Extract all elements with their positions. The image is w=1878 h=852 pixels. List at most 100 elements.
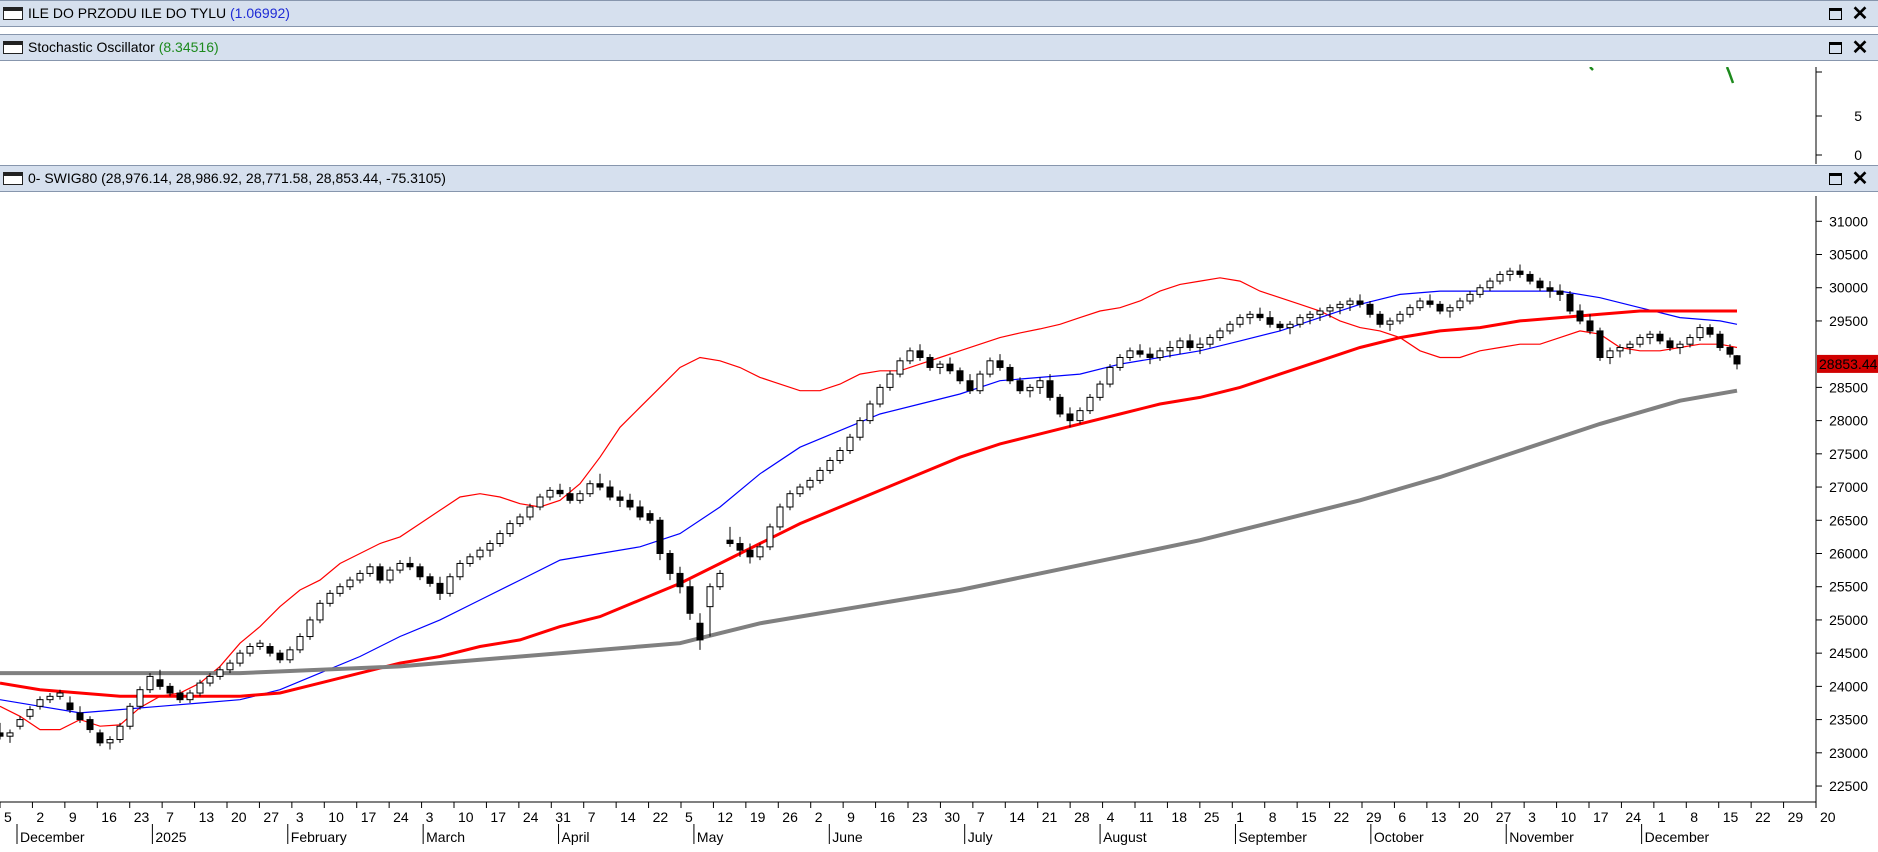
candle	[1586, 320, 1594, 332]
date-tick-label: 15	[1723, 809, 1739, 825]
candle	[946, 363, 954, 372]
candle	[1486, 280, 1494, 289]
candle	[1536, 280, 1544, 289]
candle	[316, 602, 324, 621]
candle	[1146, 353, 1154, 358]
date-tick-label: 16	[880, 809, 896, 825]
candle	[1156, 350, 1164, 358]
date-tick-label: 3	[296, 809, 304, 825]
candles	[0, 264, 1741, 750]
price-tick-label: 26000	[1829, 545, 1868, 561]
candle	[916, 350, 924, 358]
candle	[986, 360, 994, 375]
candle	[1366, 303, 1374, 315]
window-icon[interactable]	[3, 7, 23, 20]
date-tick-label: 11	[1139, 809, 1154, 825]
month-label: October	[1374, 829, 1424, 845]
date-tick-label: 9	[847, 809, 855, 825]
price-tick-label: 27500	[1829, 446, 1868, 462]
price-label-box	[1817, 354, 1878, 373]
candle	[1596, 330, 1604, 358]
indicator-panel-header[interactable]: ILE DO PRZODU ILE DO TYLU (1.06992) ✕	[0, 0, 1878, 27]
candle	[1476, 287, 1484, 295]
price-tick-label: 24000	[1829, 678, 1868, 694]
price-tick-label: 25000	[1829, 612, 1868, 628]
candle	[86, 719, 94, 731]
date-tick-label: 10	[328, 809, 344, 825]
price-panel-header[interactable]: 0- SWIG80 (28,976.14, 28,986.92, 28,771.…	[0, 165, 1878, 192]
candle	[1016, 380, 1024, 392]
moving-averages	[0, 277, 1738, 731]
date-tick-label: 4	[1107, 809, 1115, 825]
candle	[1046, 380, 1054, 398]
candle	[286, 649, 294, 661]
date-tick-label: 24	[393, 809, 409, 825]
date-tick-label: 18	[1171, 809, 1187, 825]
candle	[816, 469, 824, 481]
candle	[856, 420, 864, 438]
candle	[626, 499, 634, 508]
candle	[1716, 333, 1724, 349]
candle	[1336, 303, 1344, 309]
candle	[1576, 310, 1584, 322]
candle	[336, 586, 344, 594]
close-button[interactable]: ✕	[1849, 38, 1871, 58]
candle	[556, 489, 564, 495]
candle	[76, 712, 84, 721]
candle	[1306, 313, 1314, 319]
candle	[16, 719, 24, 727]
candle	[886, 373, 894, 388]
close-button[interactable]: ✕	[1849, 4, 1871, 24]
candle	[696, 622, 704, 641]
candle	[6, 732, 14, 737]
candle	[1646, 333, 1654, 339]
candle	[586, 483, 594, 495]
window-icon[interactable]	[3, 41, 23, 54]
candle	[1246, 313, 1254, 319]
candle	[266, 646, 274, 654]
candle	[1416, 300, 1424, 309]
candle	[246, 646, 254, 654]
maximize-button[interactable]	[1824, 4, 1846, 24]
month-label: April	[562, 829, 590, 845]
date-tick-label: 1	[1658, 809, 1666, 825]
candle	[1226, 323, 1234, 332]
maximize-button[interactable]	[1824, 38, 1846, 58]
candle	[26, 709, 34, 717]
candle	[1676, 343, 1684, 349]
price-tick-label: 25500	[1829, 579, 1868, 595]
price-tick-label: 26500	[1829, 512, 1868, 528]
candle	[106, 739, 114, 744]
maximize-icon	[1828, 42, 1842, 54]
candle	[136, 689, 144, 707]
date-tick-label: 10	[458, 809, 474, 825]
price-tick-label: 27000	[1829, 479, 1868, 495]
window-icon[interactable]	[3, 172, 23, 185]
candle	[306, 619, 314, 638]
candle	[666, 552, 674, 574]
date-tick-label: 26	[782, 809, 798, 825]
ma-line	[0, 388, 1738, 676]
maximize-icon	[1828, 8, 1842, 20]
candle	[1346, 300, 1354, 305]
maximize-button[interactable]	[1824, 169, 1846, 189]
price-tick-label: 30500	[1829, 247, 1868, 263]
candle	[506, 523, 514, 535]
month-label: February	[291, 829, 347, 845]
ma-line	[0, 290, 1738, 714]
candle	[896, 360, 904, 375]
price-tick-label: 24500	[1829, 645, 1868, 661]
date-tick-label: 2	[815, 809, 823, 825]
date-tick-label: 3	[1528, 809, 1536, 825]
close-button[interactable]: ✕	[1849, 169, 1871, 189]
candle	[1206, 337, 1214, 345]
date-tick-label: 2	[36, 809, 44, 825]
candle	[736, 543, 744, 551]
candle	[786, 493, 794, 508]
candle	[706, 586, 714, 608]
candle	[1466, 293, 1474, 302]
candle	[616, 496, 624, 501]
candle	[1176, 340, 1184, 349]
candle	[356, 572, 364, 581]
stochastic-panel-header[interactable]: Stochastic Oscillator (8.34516) ✕	[0, 34, 1878, 61]
